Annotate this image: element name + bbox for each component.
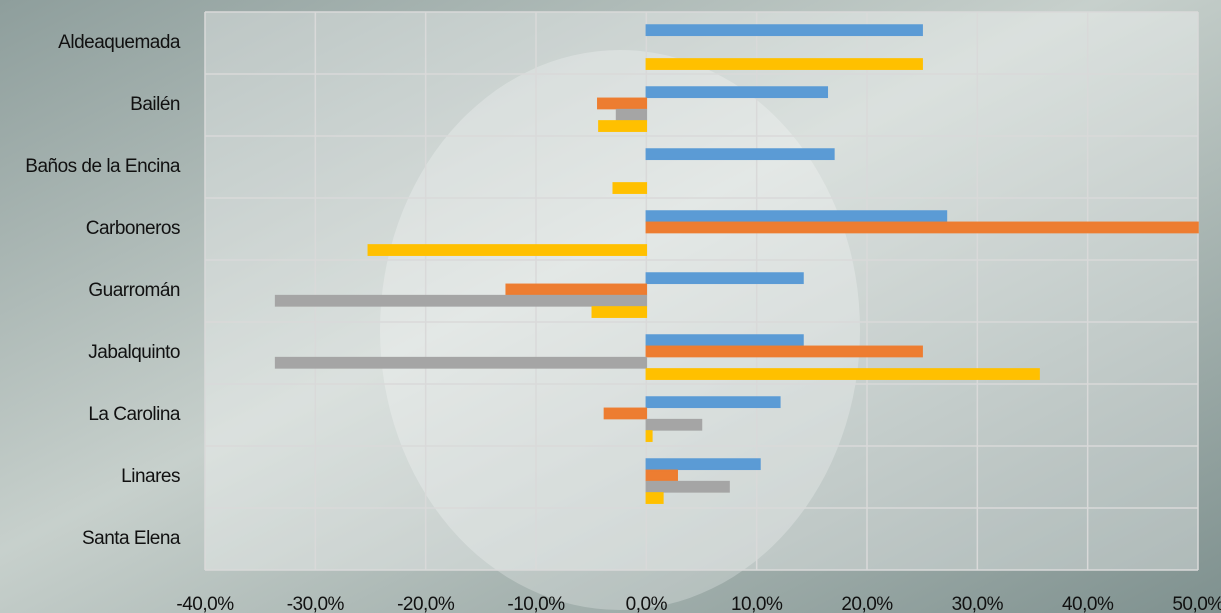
y-tick-label: Aldeaquemada: [58, 32, 181, 53]
bar: [615, 108, 648, 121]
bar: [645, 345, 923, 358]
y-tick-label: Bailén: [130, 94, 180, 115]
bar: [645, 418, 703, 431]
bar: [645, 221, 1199, 234]
bar: [645, 58, 923, 70]
bar: [591, 306, 648, 318]
y-tick-label: Carboneros: [86, 218, 180, 239]
bar: [645, 368, 1040, 380]
x-tick-label: 30,0%: [952, 594, 1004, 613]
bar: [505, 283, 648, 296]
y-tick-label: Linares: [121, 466, 180, 487]
bar: [645, 430, 653, 442]
bar: [645, 492, 664, 504]
y-tick-label: Guarromán: [88, 280, 180, 301]
y-tick-label: Jabalquinto: [88, 342, 180, 363]
bar: [645, 210, 948, 223]
x-tick-label: -10,0%: [507, 594, 565, 613]
x-tick-label: 50,0%: [1172, 594, 1221, 613]
y-tick-label: Baños de la Encina: [25, 156, 181, 177]
bar: [645, 272, 804, 285]
bar: [597, 97, 648, 110]
y-tick-label: La Carolina: [88, 404, 181, 425]
bar: [645, 24, 923, 37]
bar: [645, 458, 761, 471]
bar: [274, 294, 648, 307]
x-tick-label: -30,0%: [287, 594, 345, 613]
x-tick-label: 40,0%: [1062, 594, 1114, 613]
bar: [645, 86, 829, 99]
x-tick-label: -20,0%: [397, 594, 455, 613]
x-tick-label: -40,0%: [176, 594, 234, 613]
x-tick-label: 0,0%: [626, 594, 668, 613]
bar: [274, 356, 648, 369]
bar: [645, 334, 804, 347]
bar: [645, 148, 835, 161]
bar: [603, 407, 648, 420]
bar: [645, 396, 781, 409]
bar: [645, 480, 730, 493]
plot-area: [205, 12, 1198, 570]
x-tick-label: 10,0%: [731, 594, 783, 613]
bar: [367, 244, 648, 256]
bar: [598, 120, 648, 132]
x-tick-label: 20,0%: [841, 594, 893, 613]
y-tick-label: Santa Elena: [82, 528, 181, 549]
bar: [645, 469, 678, 482]
bar: [612, 182, 648, 194]
